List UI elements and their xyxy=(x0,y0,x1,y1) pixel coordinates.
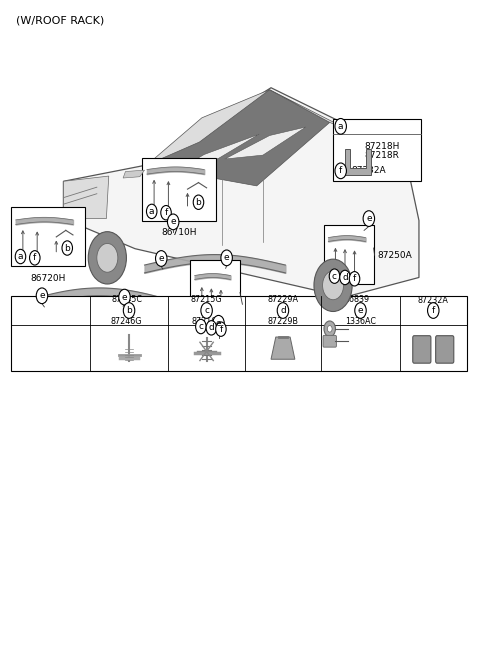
Polygon shape xyxy=(63,88,419,297)
Text: f: f xyxy=(339,166,342,175)
Text: b: b xyxy=(64,244,70,252)
Text: 1336AC: 1336AC xyxy=(345,317,376,326)
Circle shape xyxy=(201,303,212,319)
Circle shape xyxy=(340,270,350,284)
Text: 87246G: 87246G xyxy=(111,317,143,326)
Text: 86839: 86839 xyxy=(345,295,370,304)
Text: b: b xyxy=(126,306,132,315)
Circle shape xyxy=(216,322,226,336)
Circle shape xyxy=(363,211,374,227)
Text: (W/ROOF RACK): (W/ROOF RACK) xyxy=(16,16,104,26)
Circle shape xyxy=(62,241,72,255)
Polygon shape xyxy=(345,148,371,175)
Circle shape xyxy=(335,163,347,179)
Circle shape xyxy=(323,271,344,300)
Circle shape xyxy=(146,204,157,219)
Circle shape xyxy=(213,315,224,331)
Circle shape xyxy=(221,250,232,265)
FancyBboxPatch shape xyxy=(413,336,431,363)
Text: e: e xyxy=(158,254,164,263)
Circle shape xyxy=(15,250,26,263)
Circle shape xyxy=(119,289,130,305)
Circle shape xyxy=(277,303,288,319)
FancyBboxPatch shape xyxy=(436,336,454,363)
Text: a: a xyxy=(149,207,155,216)
Circle shape xyxy=(88,232,126,284)
Text: f: f xyxy=(33,254,36,262)
Text: d: d xyxy=(342,273,348,282)
Circle shape xyxy=(161,206,171,220)
Text: 86720H: 86720H xyxy=(30,274,66,283)
Circle shape xyxy=(327,326,332,332)
Text: 87218R: 87218R xyxy=(364,150,399,160)
Circle shape xyxy=(314,259,352,311)
Text: f: f xyxy=(219,325,223,334)
Text: 87229B: 87229B xyxy=(267,317,299,326)
Text: 87232A: 87232A xyxy=(418,296,449,306)
Circle shape xyxy=(329,269,340,283)
Polygon shape xyxy=(148,90,330,186)
FancyBboxPatch shape xyxy=(190,260,240,338)
Text: c: c xyxy=(204,306,209,315)
Text: 87260D: 87260D xyxy=(245,300,280,309)
Polygon shape xyxy=(63,176,109,219)
Circle shape xyxy=(206,321,216,335)
Polygon shape xyxy=(271,337,295,359)
Text: 87218H: 87218H xyxy=(364,142,399,151)
Text: e: e xyxy=(366,214,372,223)
FancyBboxPatch shape xyxy=(333,119,421,181)
Text: 87271A: 87271A xyxy=(201,281,236,290)
Circle shape xyxy=(196,319,206,334)
Text: 87215G: 87215G xyxy=(191,295,222,304)
Circle shape xyxy=(428,303,439,319)
Text: 87245C: 87245C xyxy=(111,295,142,304)
Circle shape xyxy=(97,244,118,272)
Text: 87272A: 87272A xyxy=(75,320,109,329)
Text: 87229A: 87229A xyxy=(267,295,299,304)
Circle shape xyxy=(335,118,347,134)
Polygon shape xyxy=(225,127,306,159)
Circle shape xyxy=(349,271,360,286)
Circle shape xyxy=(355,303,366,319)
Text: 87250A: 87250A xyxy=(377,251,412,260)
Text: 87216X: 87216X xyxy=(191,317,222,326)
Polygon shape xyxy=(270,90,405,153)
Text: c: c xyxy=(332,271,337,281)
Text: d: d xyxy=(208,323,214,332)
FancyBboxPatch shape xyxy=(11,296,467,371)
Circle shape xyxy=(30,251,40,265)
Text: a: a xyxy=(18,252,23,261)
Circle shape xyxy=(168,214,179,230)
Circle shape xyxy=(36,288,48,304)
FancyBboxPatch shape xyxy=(11,208,85,266)
Text: e: e xyxy=(358,306,363,315)
Text: e: e xyxy=(216,319,221,328)
Text: f: f xyxy=(353,274,356,283)
Circle shape xyxy=(193,195,204,210)
Text: f: f xyxy=(165,208,168,217)
Text: e: e xyxy=(122,292,127,302)
FancyBboxPatch shape xyxy=(324,225,373,284)
Circle shape xyxy=(156,251,167,266)
FancyBboxPatch shape xyxy=(142,158,216,221)
Text: b: b xyxy=(196,198,201,207)
Polygon shape xyxy=(147,90,270,165)
FancyBboxPatch shape xyxy=(323,335,336,347)
Text: e: e xyxy=(224,254,229,262)
Text: 87232A: 87232A xyxy=(351,166,386,175)
Text: 86710H: 86710H xyxy=(161,228,197,237)
Text: d: d xyxy=(280,306,286,315)
Circle shape xyxy=(324,321,336,336)
Text: f: f xyxy=(432,306,435,315)
Text: a: a xyxy=(338,122,344,131)
Polygon shape xyxy=(123,170,144,178)
Text: e: e xyxy=(170,217,176,227)
Text: c: c xyxy=(198,322,204,331)
Text: e: e xyxy=(39,291,45,300)
Polygon shape xyxy=(166,134,259,177)
Circle shape xyxy=(123,303,135,319)
